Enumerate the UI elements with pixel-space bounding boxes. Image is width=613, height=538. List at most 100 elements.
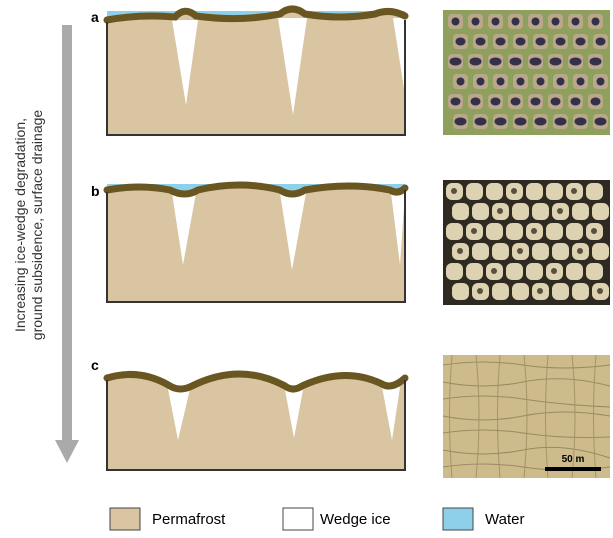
photo-texture: [571, 188, 577, 194]
permafrost: [107, 9, 405, 135]
figure: Increasing ice-wedge degradation, ground…: [0, 0, 613, 533]
photo-texture: [492, 283, 509, 300]
photo-texture: [497, 208, 503, 214]
photo-texture: [470, 58, 482, 66]
photo-texture: [491, 268, 497, 274]
photo-texture: [452, 18, 460, 26]
photo-texture: [590, 58, 602, 66]
photo-texture: [572, 18, 580, 26]
photo-texture: [592, 203, 609, 220]
photo-texture: [452, 283, 469, 300]
photo-texture: [530, 58, 542, 66]
photo-texture: [592, 18, 600, 26]
photo-texture: [576, 38, 586, 46]
photo-texture: [515, 118, 527, 126]
photo-texture: [571, 98, 581, 106]
photo-texture: [557, 208, 563, 214]
photo-texture: [597, 288, 603, 294]
photo-texture: [531, 98, 541, 106]
photo-texture: [572, 283, 589, 300]
panel-label: c: [91, 357, 99, 373]
photo-texture: [451, 98, 461, 106]
panel-label: a: [91, 9, 99, 25]
photo-texture: [456, 38, 466, 46]
photo-texture: [535, 118, 547, 126]
photo-texture: [551, 268, 557, 274]
photo-texture: [597, 78, 605, 86]
photo-texture: [472, 203, 489, 220]
photo-texture: [497, 78, 505, 86]
photo-texture: [506, 223, 523, 240]
photo-texture: [552, 18, 560, 26]
photo-texture: [457, 248, 463, 254]
legend-swatch: [443, 508, 473, 530]
photo-texture: [455, 118, 467, 126]
photo-texture: [492, 243, 509, 260]
photo-texture: [466, 263, 483, 280]
photo-texture: [550, 58, 562, 66]
photo-texture: [512, 18, 520, 26]
photo-texture: [536, 38, 546, 46]
arrow-label-line: Increasing ice-wedge degradation,: [12, 118, 28, 332]
photo-texture: [526, 263, 543, 280]
legend-swatch: [283, 508, 313, 530]
photo-texture: [555, 118, 567, 126]
arrow-label: Increasing ice-wedge degradation, ground…: [12, 110, 45, 341]
photo-texture: [591, 98, 601, 106]
photo-texture: [477, 78, 485, 86]
photo-texture: [471, 98, 481, 106]
photo-texture: [517, 248, 523, 254]
photo-texture: [446, 263, 463, 280]
cross-section: b: [91, 183, 405, 302]
photo-texture: [471, 228, 477, 234]
photo-texture: [490, 58, 502, 66]
photo-texture: [510, 58, 522, 66]
photo-texture: [546, 223, 563, 240]
photo-texture: [570, 58, 582, 66]
aerial-photo: [443, 180, 610, 305]
photo-texture: [586, 263, 603, 280]
photo-texture: [532, 243, 549, 260]
photo-texture: [475, 118, 487, 126]
photo-texture: [586, 183, 603, 200]
photo-texture: [486, 223, 503, 240]
aerial-photo: [443, 10, 610, 135]
scale-label: 50 m: [562, 454, 585, 465]
photo-texture: [595, 118, 607, 126]
photo-texture: [450, 58, 462, 66]
photo-texture: [566, 263, 583, 280]
photo-texture: [552, 283, 569, 300]
permafrost: [107, 374, 405, 470]
legend-label: Water: [485, 511, 524, 528]
photo-texture: [577, 248, 583, 254]
photo-texture: [557, 78, 565, 86]
photo-texture: [596, 38, 606, 46]
photo-texture: [537, 288, 543, 294]
permafrost: [107, 185, 405, 302]
photo-texture: [491, 98, 501, 106]
photo-texture: [512, 203, 529, 220]
photo-texture: [532, 18, 540, 26]
cross-section: a: [91, 9, 405, 135]
photo-texture: [492, 18, 500, 26]
photo-texture: [526, 183, 543, 200]
legend-label: Wedge ice: [320, 511, 391, 528]
photo-texture: [566, 223, 583, 240]
photo-texture: [495, 118, 507, 126]
photo-texture: [531, 228, 537, 234]
photo-texture: [592, 243, 609, 260]
scale-bar: [545, 467, 601, 471]
legend-swatch: [110, 508, 140, 530]
soil-layer: [107, 9, 405, 20]
photo-texture: [556, 38, 566, 46]
arrow-shaft: [62, 25, 72, 443]
photo-texture: [477, 288, 483, 294]
photo-texture: [451, 188, 457, 194]
photo-texture: [577, 78, 585, 86]
photo-texture: [511, 98, 521, 106]
photo-texture: [532, 203, 549, 220]
photo-texture: [591, 228, 597, 234]
photo-texture: [517, 78, 525, 86]
photo-texture: [476, 38, 486, 46]
photo-texture: [512, 283, 529, 300]
